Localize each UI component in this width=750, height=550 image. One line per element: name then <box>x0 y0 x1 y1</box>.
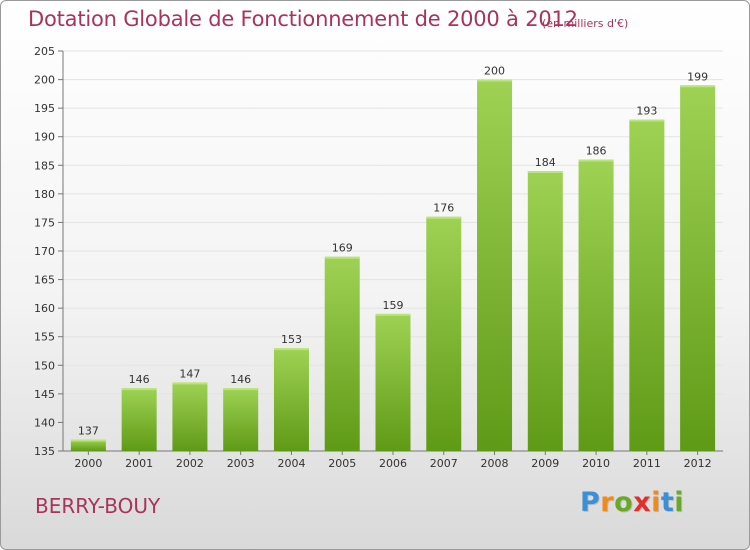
y-tick-label: 155 <box>34 331 55 344</box>
bar-highlight <box>70 439 106 442</box>
x-tick-label: 2009 <box>531 457 559 470</box>
logo-letter: i <box>651 487 661 518</box>
y-tick-label: 185 <box>34 159 55 172</box>
bar-2010 <box>578 159 614 452</box>
logo-letter: r <box>600 487 615 518</box>
bar-highlight <box>324 256 360 259</box>
x-tick-label: 2010 <box>582 457 610 470</box>
bar-2000 <box>70 439 106 451</box>
data-label: 153 <box>281 333 302 346</box>
y-tick-labels: 135 140 145 150 155 160 165 170 175 180 185 190 195 2… <box>34 45 55 458</box>
data-label: 186 <box>586 145 607 158</box>
bar-2008 <box>477 79 513 452</box>
x-tick-label: 2011 <box>633 457 661 470</box>
bar-highlight <box>172 382 208 385</box>
data-label: 184 <box>535 156 556 169</box>
bar-highlight <box>223 388 259 391</box>
bar-highlight <box>578 159 614 162</box>
x-tick-label: 2000 <box>74 457 102 470</box>
unit-note: (en milliers d'€) <box>542 17 629 30</box>
bar-highlight <box>121 388 157 391</box>
x-tick-label: 2002 <box>176 457 204 470</box>
x-tick-label: 2012 <box>684 457 712 470</box>
logo-letter: x <box>633 487 652 518</box>
data-label: 146 <box>230 373 251 386</box>
bar-2001 <box>121 388 157 451</box>
logo-letter: i <box>674 487 685 518</box>
bar-2006 <box>375 313 411 451</box>
bar-2011 <box>629 119 665 452</box>
bar-2005 <box>324 256 360 451</box>
data-label: 146 <box>129 373 150 386</box>
data-label: 199 <box>687 70 708 83</box>
y-tick-label: 190 <box>34 131 55 144</box>
bar-highlight <box>426 216 462 219</box>
y-tick-label: 175 <box>34 216 55 229</box>
bar-2004 <box>273 348 309 451</box>
x-tick-label: 2004 <box>277 457 305 470</box>
bar-highlight <box>375 313 411 316</box>
y-tick-label: 140 <box>34 416 55 429</box>
y-tick-label: 180 <box>34 188 55 201</box>
data-label: 176 <box>433 202 454 215</box>
bar-highlight <box>629 119 665 122</box>
y-tick-label: 195 <box>34 102 55 115</box>
x-tick-label: 2005 <box>328 457 356 470</box>
y-tick-label: 165 <box>34 274 55 287</box>
bar-highlight <box>477 79 513 82</box>
x-tick-labels: 2000 2001 2002 2003 2004 2005 2006 2007 2008 2009… <box>74 457 711 470</box>
y-tick-label: 160 <box>34 302 55 315</box>
bar-highlight <box>527 171 563 173</box>
data-label: 193 <box>636 105 657 118</box>
y-tick-label: 170 <box>34 245 55 258</box>
y-tick-label: 205 <box>34 45 55 58</box>
y-tick-label: 135 <box>34 445 55 458</box>
x-tick-label: 2001 <box>125 457 153 470</box>
bars <box>70 79 716 452</box>
y-tick-label: 145 <box>34 388 55 401</box>
y-tick-label: 150 <box>34 359 55 372</box>
x-tick-label: 2006 <box>379 457 407 470</box>
bar-2003 <box>223 388 259 451</box>
logo-letter: P <box>580 487 601 518</box>
bar-2002 <box>172 382 208 451</box>
logo-letter: o <box>614 487 634 518</box>
data-labels: 137 146 147 146 153 169 159 176 200 184 186 193 199 <box>78 65 708 438</box>
data-label: 137 <box>78 425 99 438</box>
proxiti-logo: Proxiti <box>580 487 684 518</box>
bar-2009 <box>527 171 563 451</box>
x-tick-label: 2003 <box>227 457 255 470</box>
x-tick-label: 2008 <box>481 457 509 470</box>
bar-highlight <box>680 85 716 88</box>
y-tick-label: 200 <box>34 74 55 87</box>
data-label: 169 <box>332 242 353 255</box>
bar-2012 <box>680 85 716 452</box>
chart-title: Dotation Globale de Fonctionnement de 20… <box>28 7 578 31</box>
bar-highlight <box>273 348 309 351</box>
logo-letter: t <box>660 487 675 518</box>
data-label: 147 <box>179 367 200 380</box>
data-label: 200 <box>484 65 505 78</box>
data-label: 159 <box>383 299 404 312</box>
bar-2007 <box>426 216 462 451</box>
x-tick-label: 2007 <box>430 457 458 470</box>
commune-name: BERRY-BOUY <box>35 494 161 518</box>
